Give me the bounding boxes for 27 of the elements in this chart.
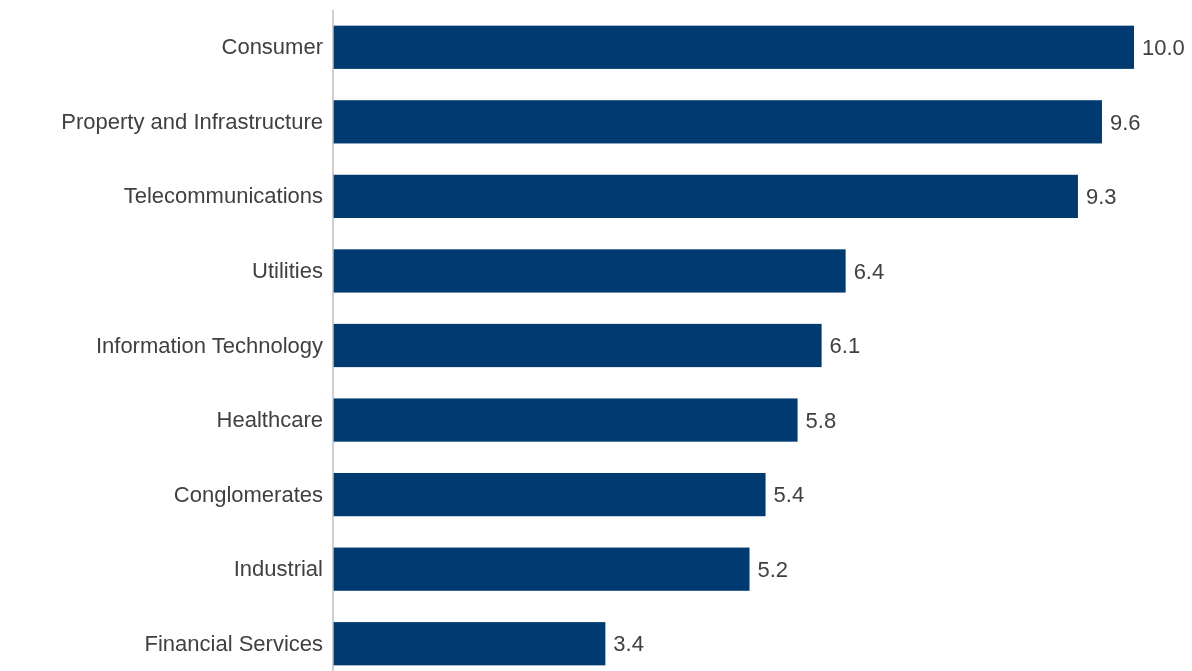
y-tick-label: Conglomerates bbox=[173, 481, 323, 507]
bar bbox=[333, 398, 798, 442]
data-label: 5.2 bbox=[757, 556, 789, 582]
bar bbox=[333, 100, 1102, 144]
data-label: 9.6 bbox=[1109, 109, 1141, 135]
bar bbox=[333, 622, 606, 666]
y-tick-label: Telecommunications bbox=[123, 183, 323, 209]
y-tick-label: Financial Services bbox=[144, 630, 323, 656]
y-tick-label: Property and Infrastructure bbox=[61, 108, 323, 134]
data-label: 9.3 bbox=[1085, 184, 1117, 210]
data-label: 5.4 bbox=[773, 482, 805, 508]
bar bbox=[333, 547, 750, 591]
y-tick-label: Healthcare bbox=[216, 407, 323, 433]
bar bbox=[333, 174, 1078, 219]
y-tick-label: Industrial bbox=[233, 556, 323, 582]
y-tick-label: Consumer bbox=[221, 34, 323, 60]
bar bbox=[333, 249, 846, 293]
data-label: 5.8 bbox=[805, 407, 837, 433]
data-label: 3.4 bbox=[613, 631, 644, 657]
data-label: 10.0 bbox=[1142, 34, 1185, 60]
y-tick-label: Utilities bbox=[252, 257, 323, 283]
y-tick-label: Information Technology bbox=[95, 332, 323, 358]
data-label: 6.4 bbox=[853, 258, 885, 284]
bar bbox=[333, 25, 1134, 69]
bar bbox=[333, 472, 766, 517]
data-label: 6.1 bbox=[829, 333, 861, 359]
bar bbox=[333, 323, 822, 368]
